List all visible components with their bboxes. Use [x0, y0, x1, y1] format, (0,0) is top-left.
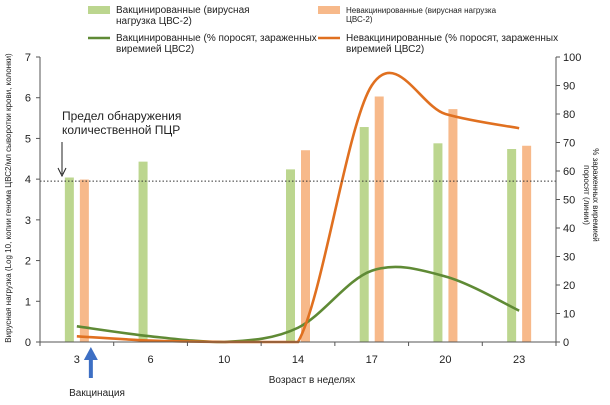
x-tick-label: 14 [292, 354, 304, 366]
legend-swatch [318, 6, 340, 14]
y-tick-label: 6 [25, 93, 31, 105]
y2-tick-label: 60 [563, 166, 575, 178]
y2-tick-label: 80 [563, 109, 575, 121]
bar-unvaccinated-17 [374, 96, 384, 342]
y2-tick-label: 70 [563, 138, 575, 150]
bar-vaccinated-17 [359, 127, 369, 343]
legend-label: Вакцинированные (вирусная нагрузка ЦВС-2) [116, 5, 250, 27]
x-tick-label: 20 [439, 354, 451, 366]
bar-vaccinated-3 [64, 177, 74, 342]
x-axis-label: Возраст в неделях [269, 375, 355, 386]
x-tick-label: 6 [148, 354, 154, 366]
y-tick-label: 5 [25, 133, 31, 145]
bar-vaccinated-14 [286, 169, 295, 342]
y2-tick-label: 30 [563, 252, 575, 264]
y2-tick-label: 50 [563, 195, 575, 207]
y2-tick-label: 0 [563, 337, 569, 349]
y2-tick-label: 20 [563, 280, 575, 292]
y-tick-label: 7 [25, 52, 31, 64]
bar-vaccinated-20 [433, 143, 443, 342]
y-tick-label: 3 [25, 215, 31, 227]
legend-label: Невакцинированные (вирусная нагрузка ЦВС-… [346, 6, 497, 24]
legend-swatch [88, 6, 110, 14]
bar-unvaccinated-3 [79, 179, 89, 342]
legend-label: Вакцинированные (% поросят, зараженных ви… [116, 33, 317, 55]
vaccination-arrow-head [83, 347, 98, 360]
bar-unvaccinated-20 [448, 109, 458, 342]
legend-label: Невакцинированные (% поросят, зараженных… [346, 33, 558, 55]
x-tick-label: 23 [513, 354, 525, 366]
bar-vaccinated-6 [138, 161, 148, 342]
y-axis-label: Вирусная нагрузка (Log 10, копии генома … [4, 53, 13, 343]
y2-tick-label: 100 [563, 52, 581, 64]
x-tick-label: 17 [366, 354, 378, 366]
bar-unvaccinated-14 [301, 150, 310, 342]
line-vaccinated [76, 265, 520, 344]
detection-limit-label: Предел обнаружения количественной ПЦР [62, 109, 181, 137]
bar-vaccinated-23 [507, 149, 517, 342]
bar-unvaccinated-23 [522, 145, 532, 342]
y-tick-label: 1 [25, 296, 31, 308]
y2-tick-label: 40 [563, 223, 575, 235]
y2-axis-label: % зараженных виремиейпоросят (линии) [582, 148, 600, 241]
y2-tick-label: 90 [563, 81, 575, 93]
detection-limit-arrow-head [57, 167, 67, 178]
y-tick-label: 4 [25, 174, 31, 186]
x-tick-label: 10 [218, 354, 230, 366]
y-tick-label: 2 [25, 256, 31, 268]
y2-tick-label: 10 [563, 309, 575, 321]
x-tick-label: 3 [74, 354, 80, 366]
vaccination-label: Вакцинация [69, 388, 125, 399]
y-tick-label: 0 [25, 337, 31, 349]
line-unvaccinated [76, 71, 520, 344]
